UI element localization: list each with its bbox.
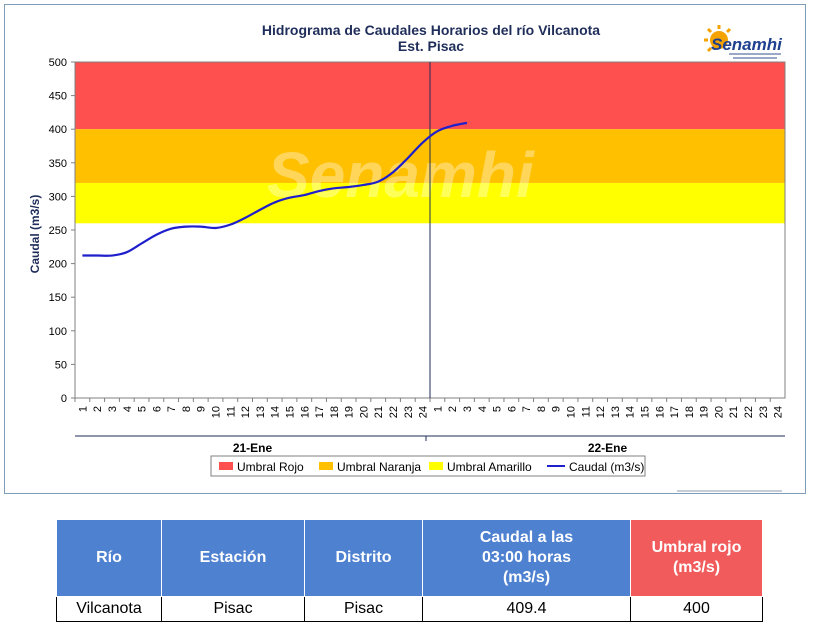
legend-label: Umbral Rojo — [237, 460, 304, 474]
table-row: Vilcanota Pisac Pisac 409.4 400 — [56, 596, 763, 622]
x-tick-label: 8 — [536, 406, 548, 412]
watermark-text: Senamhi — [267, 139, 535, 211]
legend-swatch — [219, 462, 233, 470]
x-axis-ticks: 1 2 3 4 5 6 7 8 9 10 11 12 13 14 15 16 17 18 19 20 21 22 23 24 1… — [74, 398, 785, 418]
x-tick-label: 11 — [225, 406, 237, 417]
x-tick-label: 20 — [358, 406, 370, 418]
watermark: Senamhi — [267, 139, 535, 211]
legend-swatch — [429, 462, 443, 470]
date-label: 21-Ene — [233, 441, 273, 455]
sun-icon — [704, 25, 732, 53]
senamhi-logo: Senamhi — [704, 25, 783, 59]
header-distrito: Distrito — [304, 519, 423, 597]
footer-faint-text — [677, 490, 782, 492]
header-rio: Río — [56, 519, 162, 597]
date-label: 22-Ene — [588, 441, 628, 455]
chart-title: Hidrograma de Caudales Horarios del río … — [262, 22, 600, 38]
series-layer — [82, 121, 468, 257]
cell-umbral: 400 — [630, 596, 763, 622]
legend-swatch — [319, 462, 333, 470]
x-tick-label: 13 — [255, 406, 267, 418]
y-tick-label: 500 — [49, 57, 67, 69]
x-tick-label: 18 — [329, 406, 341, 418]
chart-subtitle: Est. Pisac — [398, 38, 464, 54]
x-tick-label: 16 — [654, 406, 666, 418]
table-header-row: Río Estación Distrito Caudal a las 03:00… — [56, 519, 763, 597]
x-tick-label: 2 — [447, 406, 459, 412]
x-tick-label: 15 — [639, 406, 651, 418]
y-tick-label: 400 — [49, 124, 67, 136]
x-tick-label: 6 — [151, 406, 163, 412]
x-tick-label: 3 — [462, 406, 474, 412]
legend-box — [210, 455, 646, 477]
x-tick-label: 7 — [166, 406, 178, 412]
cell-caudal: 409.4 — [422, 596, 631, 622]
x-tick-label: 10 — [566, 406, 578, 418]
y-tick-label: 200 — [49, 259, 67, 271]
x-tick-label: 16 — [299, 406, 311, 418]
x-tick-label: 18 — [684, 406, 696, 418]
x-tick-label: 14 — [270, 406, 282, 418]
x-tick-label: 5 — [492, 406, 504, 412]
y-tick-label: 300 — [49, 191, 67, 203]
x-tick-label: 3 — [107, 406, 119, 412]
x-tick-label: 24 — [773, 406, 785, 418]
header-caudal: Caudal a las 03:00 horas (m3/s) — [422, 519, 631, 597]
x-tick-label: 4 — [477, 406, 489, 412]
logo-text: Senamhi — [711, 35, 783, 54]
x-tick-label: 5 — [137, 406, 149, 412]
y-tick-label: 0 — [61, 393, 67, 405]
x-tick-label: 9 — [551, 406, 563, 412]
x-tick-label: 17 — [314, 406, 326, 418]
y-tick-label: 450 — [49, 91, 67, 103]
summary-table: Río Estación Distrito Caudal a las 03:00… — [56, 519, 763, 622]
header-estacion: Estación — [161, 519, 305, 597]
y-axis-label: Caudal (m3/s) — [28, 195, 42, 274]
y-tick-label: 250 — [49, 225, 67, 237]
chart-panel: Hidrograma de Caudales Horarios del río … — [4, 4, 806, 494]
cell-rio: Vilcanota — [56, 596, 162, 622]
x-tick-label: 6 — [506, 406, 518, 412]
x-tick-label: 4 — [122, 406, 134, 412]
series-caudal-line — [82, 121, 468, 257]
chart-svg: Hidrograma de Caudales Horarios del río … — [28, 22, 786, 492]
x-tick-label: 19 — [344, 406, 356, 418]
legend-label: Umbral Naranja — [337, 460, 421, 474]
x-tick-label: 15 — [284, 406, 296, 418]
x-tick-label: 21 — [728, 406, 740, 418]
legend-label: Caudal (m3/s) — [569, 460, 644, 474]
x-tick-label: 9 — [196, 406, 208, 412]
x-tick-label: 8 — [181, 406, 193, 412]
x-tick-label: 10 — [211, 406, 223, 418]
date-axis: 21-Ene 22-Ene — [75, 435, 785, 455]
y-tick-label: 100 — [49, 326, 67, 338]
cell-estacion: Pisac — [161, 596, 305, 622]
legend: Umbral Rojo Umbral Naranja Umbral Amarillo… — [210, 455, 646, 477]
x-tick-label: 20 — [713, 406, 725, 418]
cell-distrito: Pisac — [304, 596, 423, 622]
x-tick-label: 22 — [743, 406, 755, 418]
y-axis-ticks: 0 50 100 150 200 250 300 350 400 450 500 — [49, 57, 75, 405]
header-umbral-rojo: Umbral rojo (m3/s) — [630, 519, 763, 597]
x-tick-label: 24 — [418, 406, 430, 418]
x-tick-label: 11 — [580, 406, 592, 417]
x-tick-label: 1 — [77, 406, 89, 412]
y-tick-label: 50 — [55, 359, 67, 371]
x-tick-label: 23 — [403, 406, 415, 418]
x-tick-label: 19 — [699, 406, 711, 418]
x-tick-label: 12 — [595, 406, 607, 418]
x-tick-label: 22 — [388, 406, 400, 418]
x-tick-label: 21 — [373, 406, 385, 418]
x-tick-label: 1 — [432, 406, 444, 412]
y-tick-label: 150 — [49, 292, 67, 304]
x-tick-label: 2 — [92, 406, 104, 412]
x-tick-label: 12 — [240, 406, 252, 418]
x-tick-label: 7 — [521, 406, 533, 412]
legend-label: Umbral Amarillo — [447, 460, 532, 474]
x-tick-label: 14 — [625, 406, 637, 418]
y-tick-label: 350 — [49, 158, 67, 170]
x-tick-label: 17 — [669, 406, 681, 418]
x-tick-label: 23 — [758, 406, 770, 418]
x-tick-label: 13 — [610, 406, 622, 418]
